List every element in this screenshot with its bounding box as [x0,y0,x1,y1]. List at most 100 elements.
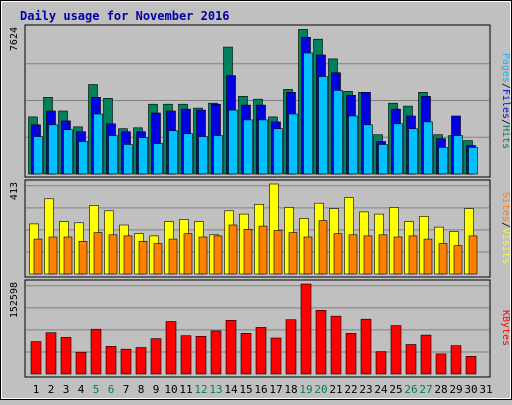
bar-pages-day-20 [318,76,328,175]
bar-sites-day-19 [303,236,313,275]
chart-panels: 7624Pages/Files/Hits413Sites/Visits15259… [9,24,511,378]
legend-sep: / [500,119,511,125]
x-tick-day-19: 19 [299,383,312,396]
bar-sites-day-29 [453,245,463,275]
legend-files: Files [500,89,511,119]
panel-legend: KBytes [500,310,511,346]
legend-sites: Sites [500,192,511,222]
bar-pages-day-28 [438,147,448,175]
series-sites [33,220,478,275]
y-max-label: 7624 [9,27,20,51]
bar-pages-day-18 [288,113,298,175]
bar-pages-day-10 [168,130,178,175]
x-tick-day-5: 5 [93,383,100,396]
bar-kbytes-day-12 [195,335,207,375]
x-tick-day-6: 6 [108,383,115,396]
bar-kbytes-day-15 [240,332,252,375]
bar-sites-day-8 [138,241,148,275]
panel-frame [24,279,491,378]
bar-sites-day-16 [258,225,268,275]
x-tick-day-23: 23 [359,383,372,396]
x-tick-day-4: 4 [78,383,85,396]
bar-kbytes-day-1 [30,341,42,375]
bar-kbytes-day-28 [435,353,447,375]
bar-pages-day-23 [363,124,373,175]
x-tick-day-17: 17 [269,383,282,396]
outer-border-highlight [1,1,511,399]
bar-kbytes-day-4 [75,351,87,375]
x-tick-day-3: 3 [63,383,70,396]
bar-kbytes-day-27 [420,334,432,375]
bar-pages-day-30 [468,147,478,175]
bar-sites-day-27 [423,238,433,275]
panel-kbytes: 152598 KBytes [9,279,511,378]
bar-kbytes-day-17 [270,337,282,375]
panel-frame [24,24,491,178]
x-tick-day-7: 7 [123,383,130,396]
y-max-label: 152598 [9,282,20,318]
bar-sites-day-9 [153,243,163,275]
bar-pages-day-4 [78,141,88,175]
bar-sites-day-28 [438,243,448,275]
bar-kbytes-day-5 [90,328,102,375]
legend-sep: / [500,83,511,89]
panel-visits_sites: 413 Sites/Visits [9,179,511,278]
bar-sites-day-30 [468,235,478,275]
bar-pages-day-17 [273,128,283,175]
x-tick-day-9: 9 [153,383,160,396]
bar-pages-day-29 [453,135,463,175]
bar-kbytes-day-10 [165,321,177,375]
bar-kbytes-day-2 [45,332,57,375]
bar-pages-day-12 [198,136,208,175]
bar-pages-day-24 [378,144,388,175]
chart-title: Daily usage for November 2016 [20,9,230,23]
bar-sites-day-13 [213,235,223,275]
x-tick-day-16: 16 [254,383,267,396]
legend-hits: Hits [500,125,511,149]
bar-pages-day-6 [108,135,118,175]
bar-sites-day-7 [123,235,133,275]
bar-kbytes-day-14 [225,319,237,375]
bar-kbytes-day-26 [405,344,417,375]
bar-kbytes-day-22 [345,332,357,375]
legend-pages: Pages [500,53,511,83]
bar-sites-day-17 [273,230,283,275]
panel-frame [24,179,491,278]
y-max-label: 413 [9,182,20,200]
bar-sites-day-12 [198,236,208,275]
bar-sites-day-21 [333,233,343,275]
bar-pages-day-14 [228,109,238,175]
bar-pages-day-25 [393,123,403,175]
bar-pages-day-21 [333,90,343,175]
x-tick-day-20: 20 [314,383,327,396]
x-tick-day-28: 28 [434,383,447,396]
bar-kbytes-day-23 [360,318,372,375]
bar-sites-day-11 [183,233,193,275]
x-tick-day-13: 13 [209,383,222,396]
x-tick-day-25: 25 [389,383,402,396]
bar-pages-day-3 [63,129,73,175]
bar-kbytes-day-24 [375,351,387,375]
bar-sites-day-4 [78,241,88,275]
x-tick-day-1: 1 [33,383,40,396]
x-tick-day-21: 21 [329,383,342,396]
x-tick-day-10: 10 [164,383,177,396]
series-pages [33,52,478,175]
bar-kbytes-day-6 [105,345,117,375]
x-tick-day-24: 24 [374,383,388,396]
x-axis-tick-labels: 1 2 3 4 5 6 7 8 9 10 11 12 13 14 15 16 17 18 19 20 21 22 23 24 2… [33,383,493,396]
bar-kbytes-day-7 [120,348,132,375]
x-tick-day-26: 26 [404,383,417,396]
bar-pages-day-26 [408,128,418,175]
bar-kbytes-day-9 [150,338,162,375]
legend-visits: Visits [500,228,511,264]
x-tick-day-27: 27 [419,383,432,396]
bar-kbytes-day-11 [180,335,192,375]
x-tick-day-8: 8 [138,383,145,396]
bar-sites-day-22 [348,234,358,275]
x-tick-day-30: 30 [464,383,477,396]
bar-kbytes-day-29 [450,345,462,375]
